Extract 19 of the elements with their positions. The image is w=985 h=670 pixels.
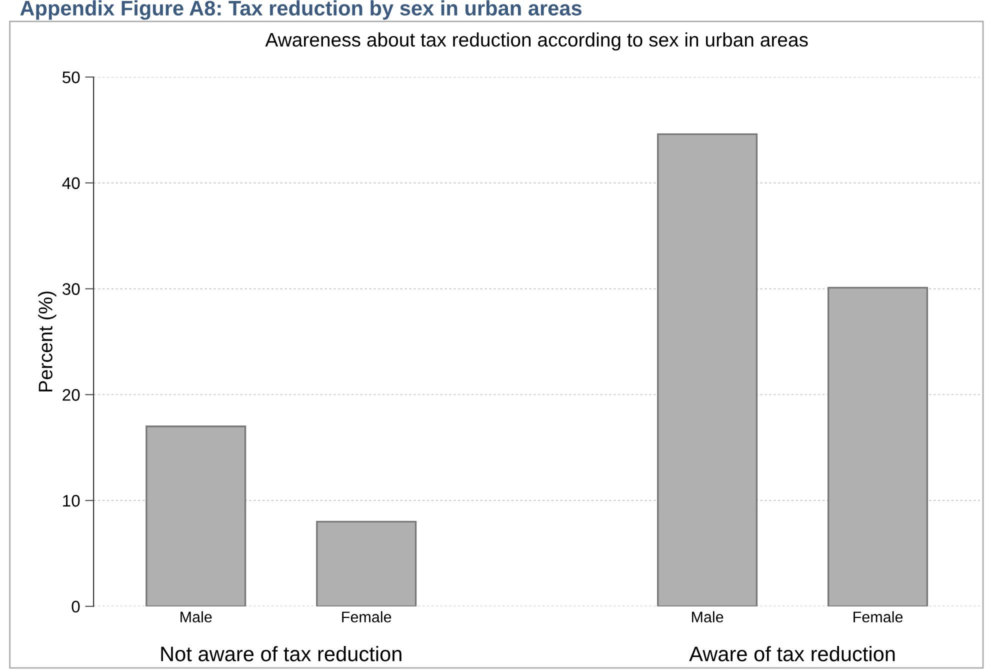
x-tick-label: Female [342,611,392,622]
bar [146,426,246,606]
y-tick-label: 30 [62,283,80,295]
text: Aware of tax reduction [689,646,895,662]
bar [316,520,417,606]
text: Appendix Figure A8: Tax reduction by sex in urban areas [20,0,582,20]
y-tick-label: 0 [72,600,80,613]
y-tick-label: 20 [62,389,80,401]
x-tick-label: Female [854,611,903,622]
y-tick-label: 40 [62,177,80,190]
text: Not aware of tax reduction [161,646,402,662]
bar [828,286,928,606]
y-tick-label: 50 [62,71,80,84]
chart-title: Awareness about tax reduction according to sex in urban areas [265,32,808,51]
x-tick-label: Male [180,611,212,622]
bar [657,133,758,606]
x-tick-label: Male [692,611,724,622]
y-axis-title: Percent (%) [38,292,56,392]
y-tick-label: 10 [63,494,80,507]
